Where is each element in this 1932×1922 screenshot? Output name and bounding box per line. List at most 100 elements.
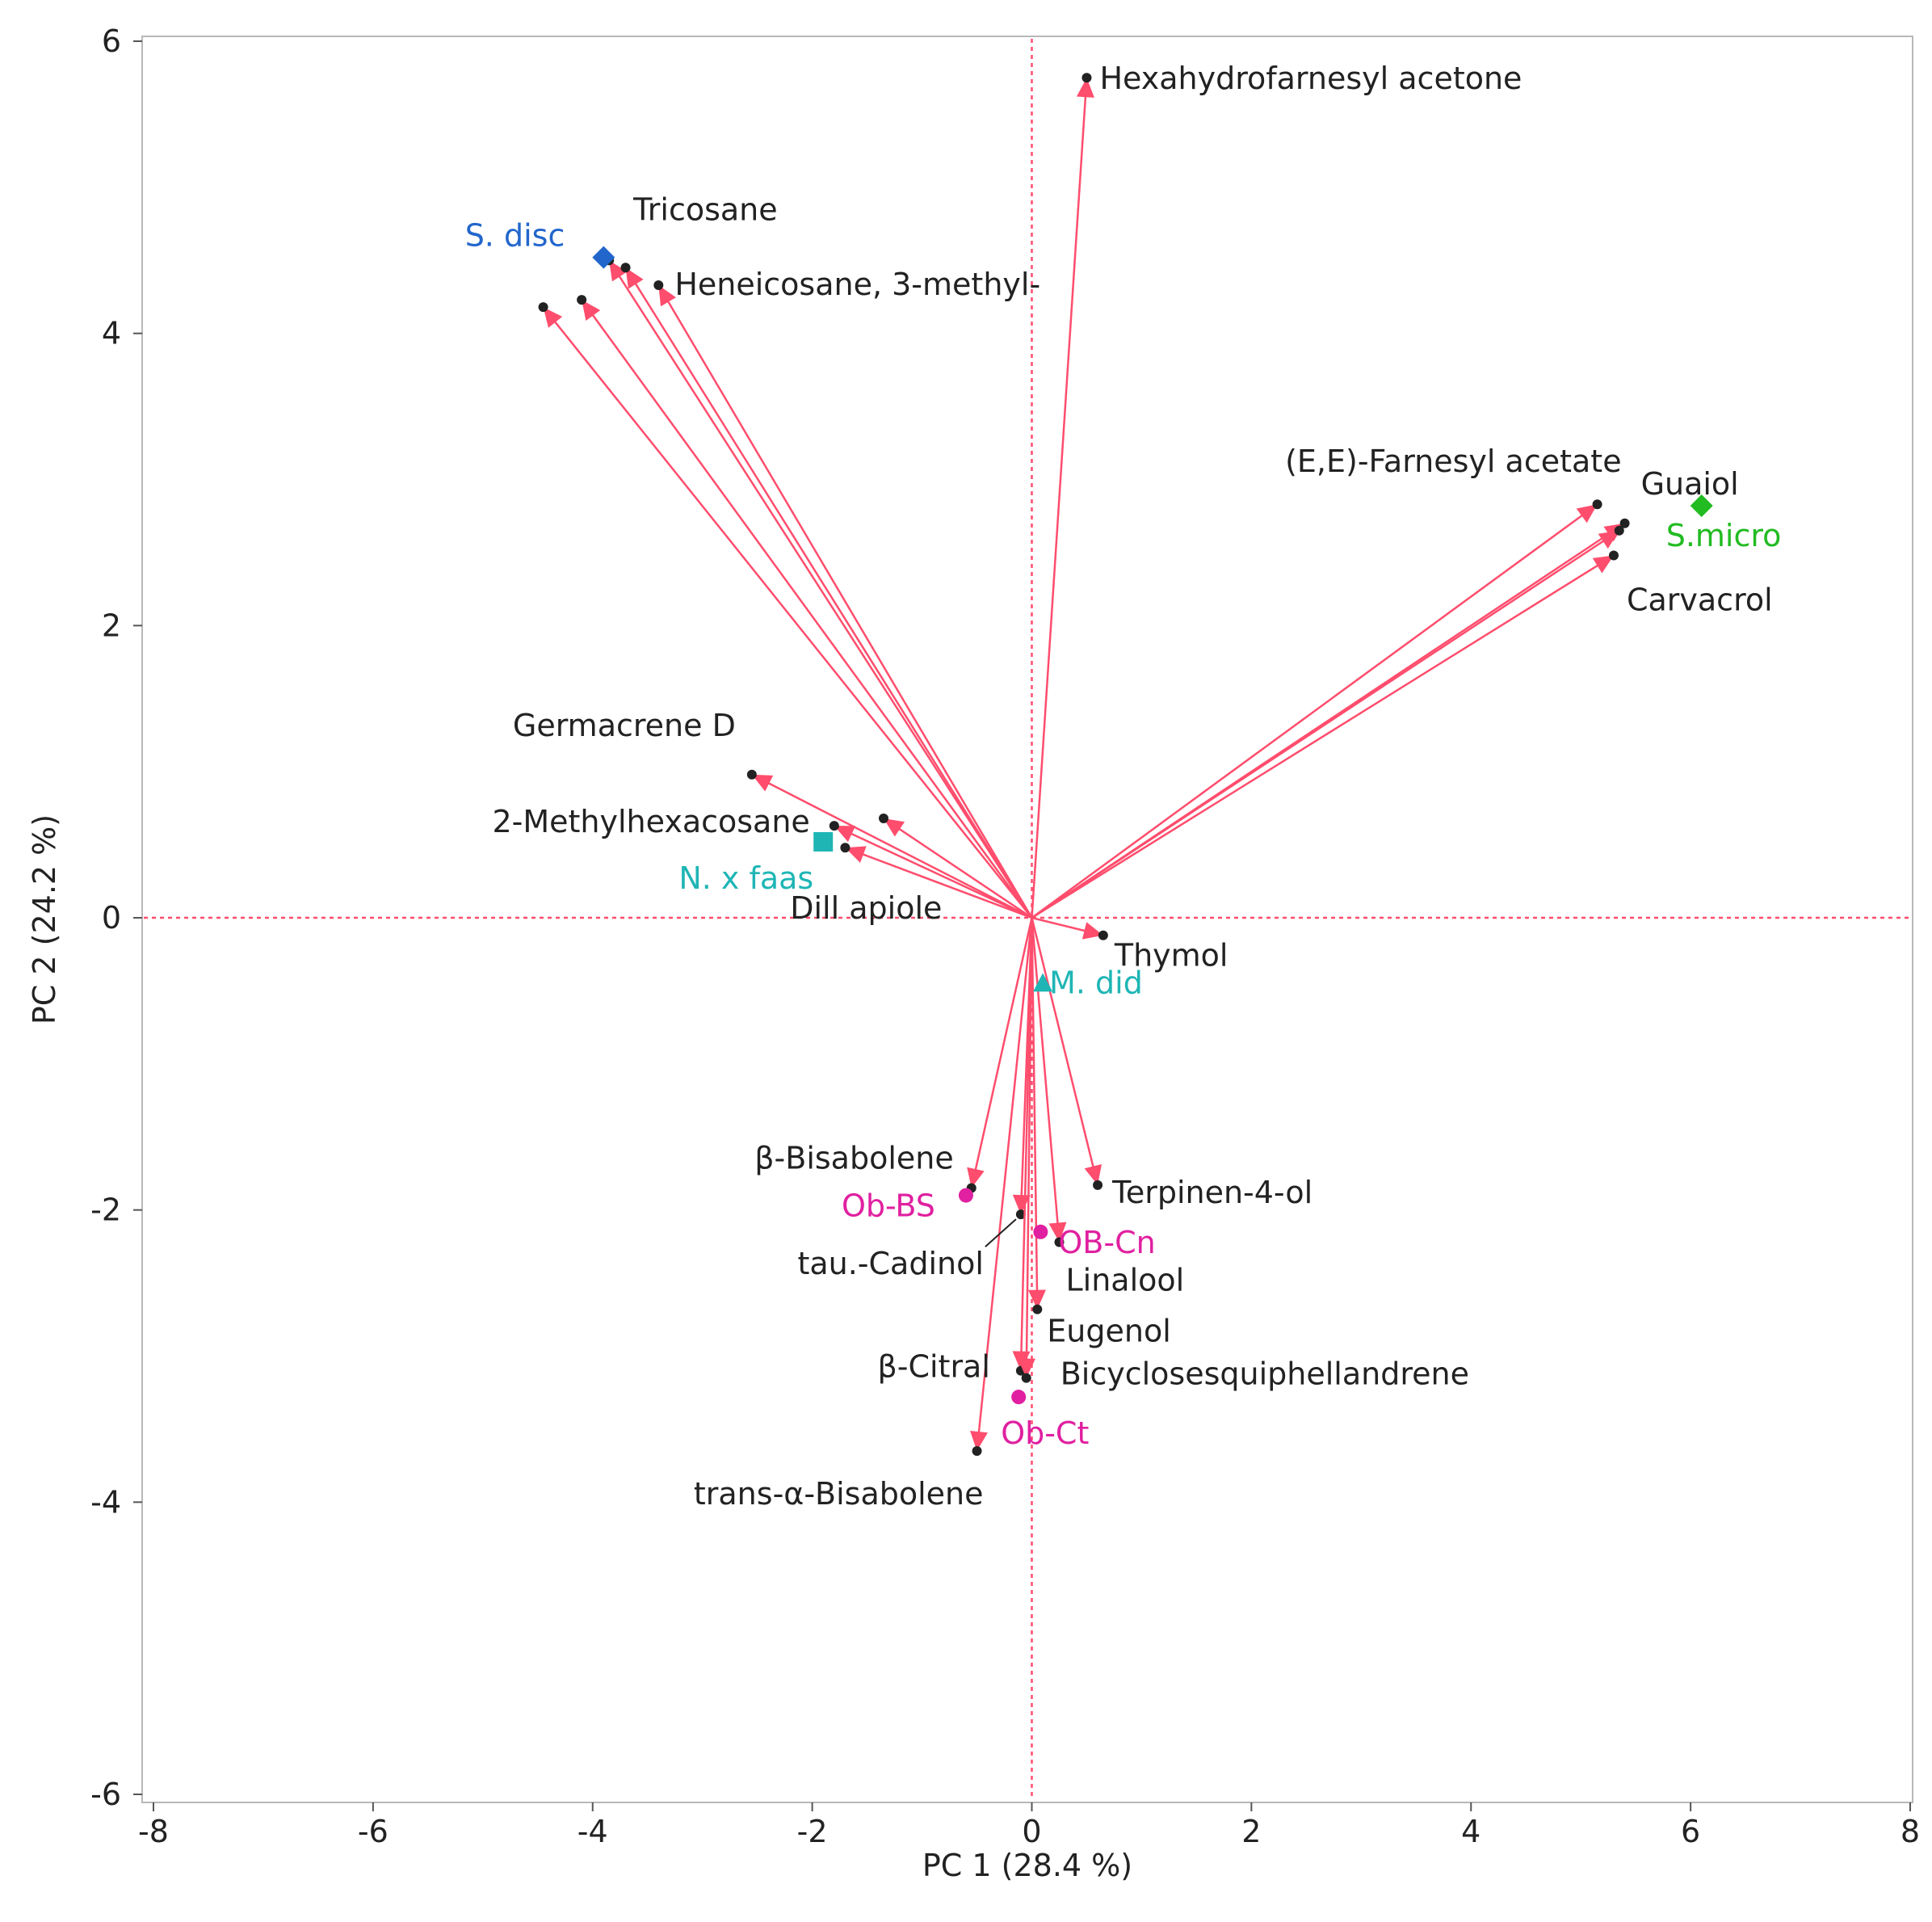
loading-point-unlabeled [538,302,548,313]
loading-label-germacrene-d: Germacrene D [513,708,736,743]
loading-label-trans-bisabolene: trans-α-Bisabolene [694,1476,984,1512]
sample-marker-ob-bs [958,1188,973,1203]
loading-label-guaiol: Guaiol [1641,466,1739,502]
point-labels: Hexahydrofarnesyl acetone Tricosane Heneic… [465,61,1782,1512]
arrowhead-heneicosane-3-methyl [658,284,676,307]
loading-label-carvacrol: Carvacrol [1627,582,1773,618]
loading-label-bicyclosesquiphellandrene: Bicyclosesquiphellandrene [1060,1356,1469,1392]
x-axis: -8 -6 -4 -2 0 2 4 6 8 [138,1802,1920,1849]
loading-arrow-hexahydrofarnesyl-acetone [1031,89,1087,919]
plot-frame [141,36,1913,1803]
arrowhead-unlabeled [625,267,644,289]
y-tick-label: 2 [102,608,121,643]
x-tick-label: -8 [138,1814,169,1849]
sample-label-s-disc: S. disc [465,218,565,254]
loading-arrow-bicyclosesquiphellandrene [1025,917,1033,1367]
loading-arrow-unlabeled [587,308,1033,919]
sample-label-ob-bs: Ob-BS [842,1188,935,1224]
sample-marker-ob-cn [1033,1224,1048,1239]
x-tick-label: 2 [1241,1814,1261,1849]
loading-arrow-terpinen-4-ol [1031,917,1096,1175]
loading-label-2-methylhexacosane: 2-Methylhexacosane [492,804,809,839]
loading-point-dill-apiole [840,843,850,853]
sample-marker-m-did [1033,973,1053,992]
loading-label-tau-cadinol: tau.-Cadinol [797,1246,983,1281]
loading-label-tricosane: Tricosane [632,191,778,227]
loading-arrow-heneicosane-3-methyl [663,294,1033,919]
loading-point-hexahydrofarnesyl-acetone [1082,73,1092,83]
arrowhead-linalool [1048,1222,1067,1243]
loading-arrow-2-methylhexacosane [843,829,1033,919]
y-tick-label: 4 [102,316,121,351]
loading-label-bisabolene: β-Bisabolene [754,1141,953,1176]
arrowhead-germacrene-d [751,774,774,792]
loading-point-heneicosane-3-methyl [653,280,664,290]
loading-point-tau-cadinol [1015,1209,1026,1220]
loading-arrow-thymol [1031,916,1093,934]
x-tick-label: 8 [1900,1814,1920,1849]
loading-point-e-e-farnesyl-acetate [1592,499,1602,510]
loading-label-linalool: Linalool [1065,1262,1184,1297]
loading-point-terpinen-4-ol [1093,1180,1103,1190]
loading-arrow-tricosane [614,269,1033,919]
sample-points [592,246,1713,1405]
loading-arrow-e-e-farnesyl-acetate [1031,510,1590,919]
y-tick-label: -4 [90,1484,121,1520]
arrowhead-unlabeled [883,818,905,837]
sample-label-s-micro: S.micro [1666,518,1782,553]
sample-label-n-x-faas: N. x faas [678,860,813,896]
loading-arrow-germacrene-d [761,779,1033,919]
arrowhead-trans-bisabolene [970,1431,988,1452]
y-tick-label: 6 [102,23,121,59]
loading-arrow-dill-apiole [855,850,1032,919]
arrowhead-dill-apiole [845,846,867,863]
y-tick-label: -2 [90,1192,121,1228]
arrowhead-thymol [1082,922,1103,940]
arrowhead-2-methylhexacosane [834,826,856,843]
loading-point-trans-bisabolene [972,1446,982,1457]
loading-arrow-trans-bisabolene [976,917,1033,1440]
x-tick-label: -6 [358,1814,388,1849]
loading-point-eugenol [1032,1304,1043,1314]
y-tick-label: -6 [90,1777,121,1812]
arrowhead-terpinen-4-ol [1084,1163,1102,1185]
sample-label-ob-cn: OB-Cn [1058,1225,1155,1260]
loading-arrows [538,73,1630,1457]
y-axis: -6 -4 -2 0 2 4 6 [90,23,142,1812]
sample-marker-ob-ct [1011,1390,1027,1405]
loading-point-linalool [1054,1237,1065,1247]
loading-arrow-unlabeled [630,276,1033,919]
loading-arrow-carvacrol [1031,560,1605,919]
x-tick-label: 6 [1681,1814,1700,1849]
arrowhead-bicyclosesquiphellandrene [1017,1358,1035,1378]
loading-label-e-e-farnesyl-acetate: (E,E)-Farnesyl acetate [1285,444,1621,479]
loading-point-unlabeled [1614,525,1624,536]
x-axis-title: PC 1 (28.4 %) [922,1848,1132,1883]
y-tick-label: 0 [102,900,121,936]
loading-arrow-linalool [1031,917,1060,1231]
loading-label-thymol: Thymol [1114,938,1228,974]
loading-label-heneicosane-3-methyl: Heneicosane, 3-methyl- [674,267,1040,302]
sample-label-ob-ct: Ob-Ct [1001,1415,1089,1451]
arrowhead-unlabeled [543,307,563,328]
sample-marker-n-x-faas [813,831,834,852]
sample-marker-s-disc [592,246,615,269]
loading-label-eugenol: Eugenol [1047,1314,1170,1349]
arrowhead-eugenol [1027,1289,1046,1310]
leader-line-tau-cadinol [985,1218,1017,1247]
loading-label-terpinen-4-ol: Terpinen-4-ol [1111,1175,1312,1210]
x-tick-label: 4 [1461,1814,1480,1849]
loading-point-unlabeled [878,814,888,824]
x-tick-label: -4 [578,1814,608,1849]
sample-marker-s-micro [1690,494,1713,518]
arrowhead-carvacrol [1592,555,1614,574]
arrowhead-unlabeled [1598,530,1619,549]
loading-label-citral: β-Citral [877,1349,989,1385]
sample-label-m-did: M. did [1049,965,1143,1000]
loading-arrow-unlabeled [1031,536,1611,919]
loading-point-guaiol [1619,518,1630,528]
arrowhead-hexahydrofarnesyl-acetone [1076,78,1094,98]
loading-point-unlabeled [577,295,587,305]
arrowhead-tricosane [609,260,628,282]
